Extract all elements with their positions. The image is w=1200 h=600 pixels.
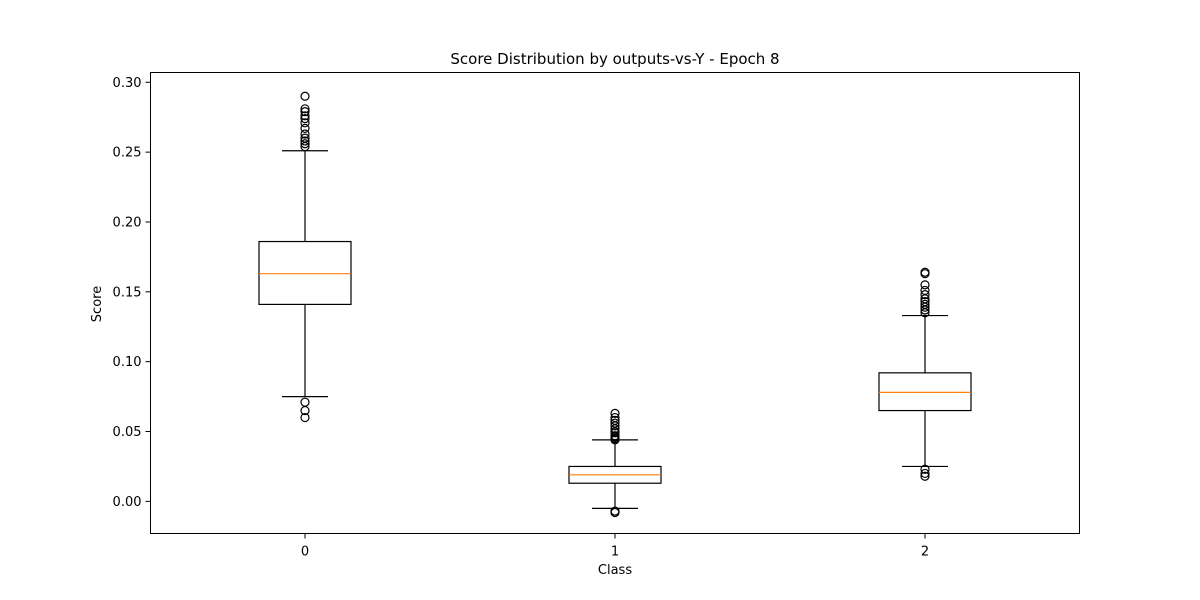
box-group-class-0 (258, 91, 352, 423)
y-tick-label: 0.00 (113, 495, 142, 510)
outlier-point (300, 133, 310, 143)
y-tick-label: 0.15 (113, 285, 142, 300)
outlier-point (920, 299, 930, 309)
outlier-point (300, 104, 310, 114)
outlier-point (610, 506, 620, 516)
box-group-class-1 (568, 408, 662, 518)
y-tick-label: 0.05 (113, 425, 142, 440)
outlier-point (300, 91, 310, 101)
outlier-point (300, 139, 310, 149)
outlier-point (920, 290, 930, 300)
box-group-class-2 (878, 267, 972, 481)
outlier-point (300, 397, 310, 407)
outlier-point (300, 123, 310, 133)
outlier-point (920, 468, 930, 479)
outlier-point (920, 280, 930, 290)
outlier-point (610, 431, 620, 441)
iqr-box (878, 372, 972, 412)
x-tick-label: 0 (301, 545, 309, 560)
x-axis: 0 1 2 (301, 533, 929, 560)
outlier-point (300, 136, 310, 146)
outlier-point (920, 285, 930, 296)
outlier-point (300, 129, 310, 139)
outlier-point (610, 412, 620, 423)
outlier-point (920, 297, 930, 307)
plot-area (258, 91, 972, 518)
iqr-box (258, 240, 352, 305)
outlier-point (920, 267, 930, 277)
outlier-point (610, 418, 620, 428)
x-tick-label: 2 (921, 545, 929, 560)
outlier-point (610, 415, 620, 425)
y-tick-label: 0.25 (113, 146, 142, 161)
outlier-point (920, 471, 930, 481)
chart-title: Score Distribution by outputs-vs-Y - Epo… (450, 50, 779, 68)
outlier-point (610, 408, 620, 418)
y-tick-label: 0.10 (113, 355, 142, 370)
outlier-point (920, 464, 930, 474)
y-axis: 0.00 0.05 0.10 0.15 0.20 0.25 0.30 (113, 76, 151, 510)
outlier-point (300, 118, 310, 128)
y-axis-label: Score (90, 286, 105, 322)
outlier-point (300, 111, 310, 121)
y-tick-label: 0.30 (113, 76, 142, 91)
outlier-point (300, 107, 310, 117)
y-tick-label: 0.20 (113, 215, 142, 230)
x-axis-label: Class (598, 563, 632, 578)
x-tick-label: 1 (611, 545, 619, 560)
outlier-point (300, 412, 310, 423)
outlier-point (300, 113, 310, 124)
